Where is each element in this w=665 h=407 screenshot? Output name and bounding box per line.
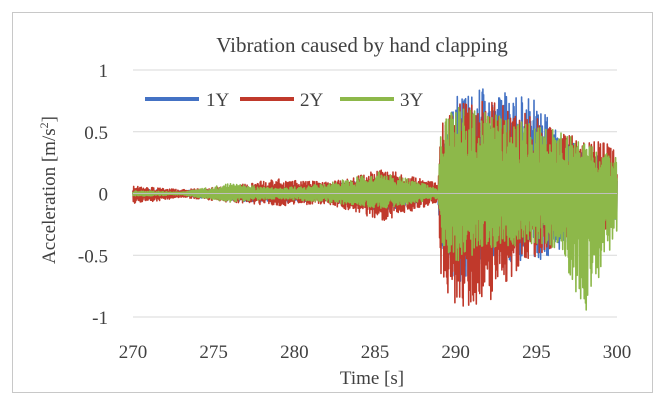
x-tick-label: 295 bbox=[522, 342, 551, 363]
x-tick-label: 285 bbox=[361, 342, 390, 363]
y-tick-label: 1 bbox=[99, 61, 109, 82]
chart-title: Vibration caused by hand clapping bbox=[216, 33, 508, 57]
y-tick-label: 0 bbox=[99, 185, 109, 206]
x-tick-label: 280 bbox=[280, 342, 309, 363]
x-axis-label: Time [s] bbox=[340, 368, 404, 389]
x-tick-label: 270 bbox=[119, 342, 148, 363]
x-tick-labels: 270 275 280 285 290 295 300 bbox=[119, 342, 632, 363]
y-tick-label: 0.5 bbox=[84, 123, 108, 144]
series-layer bbox=[132, 88, 618, 311]
x-tick-label: 275 bbox=[199, 342, 228, 363]
legend-label-2y: 2Y bbox=[300, 90, 324, 111]
y-axis-label: Acceleration [m/s2] bbox=[37, 116, 60, 264]
legend: 1Y 2Y 3Y bbox=[145, 90, 424, 111]
legend-label-3y: 3Y bbox=[400, 90, 424, 111]
x-tick-label: 300 bbox=[603, 342, 632, 363]
x-tick-label: 290 bbox=[441, 342, 470, 363]
legend-label-1y: 1Y bbox=[206, 90, 230, 111]
y-tick-label: -0.5 bbox=[78, 246, 108, 267]
y-tick-label: -1 bbox=[92, 308, 108, 329]
y-tick-labels: 1 0.5 0 -0.5 -1 bbox=[78, 61, 108, 329]
